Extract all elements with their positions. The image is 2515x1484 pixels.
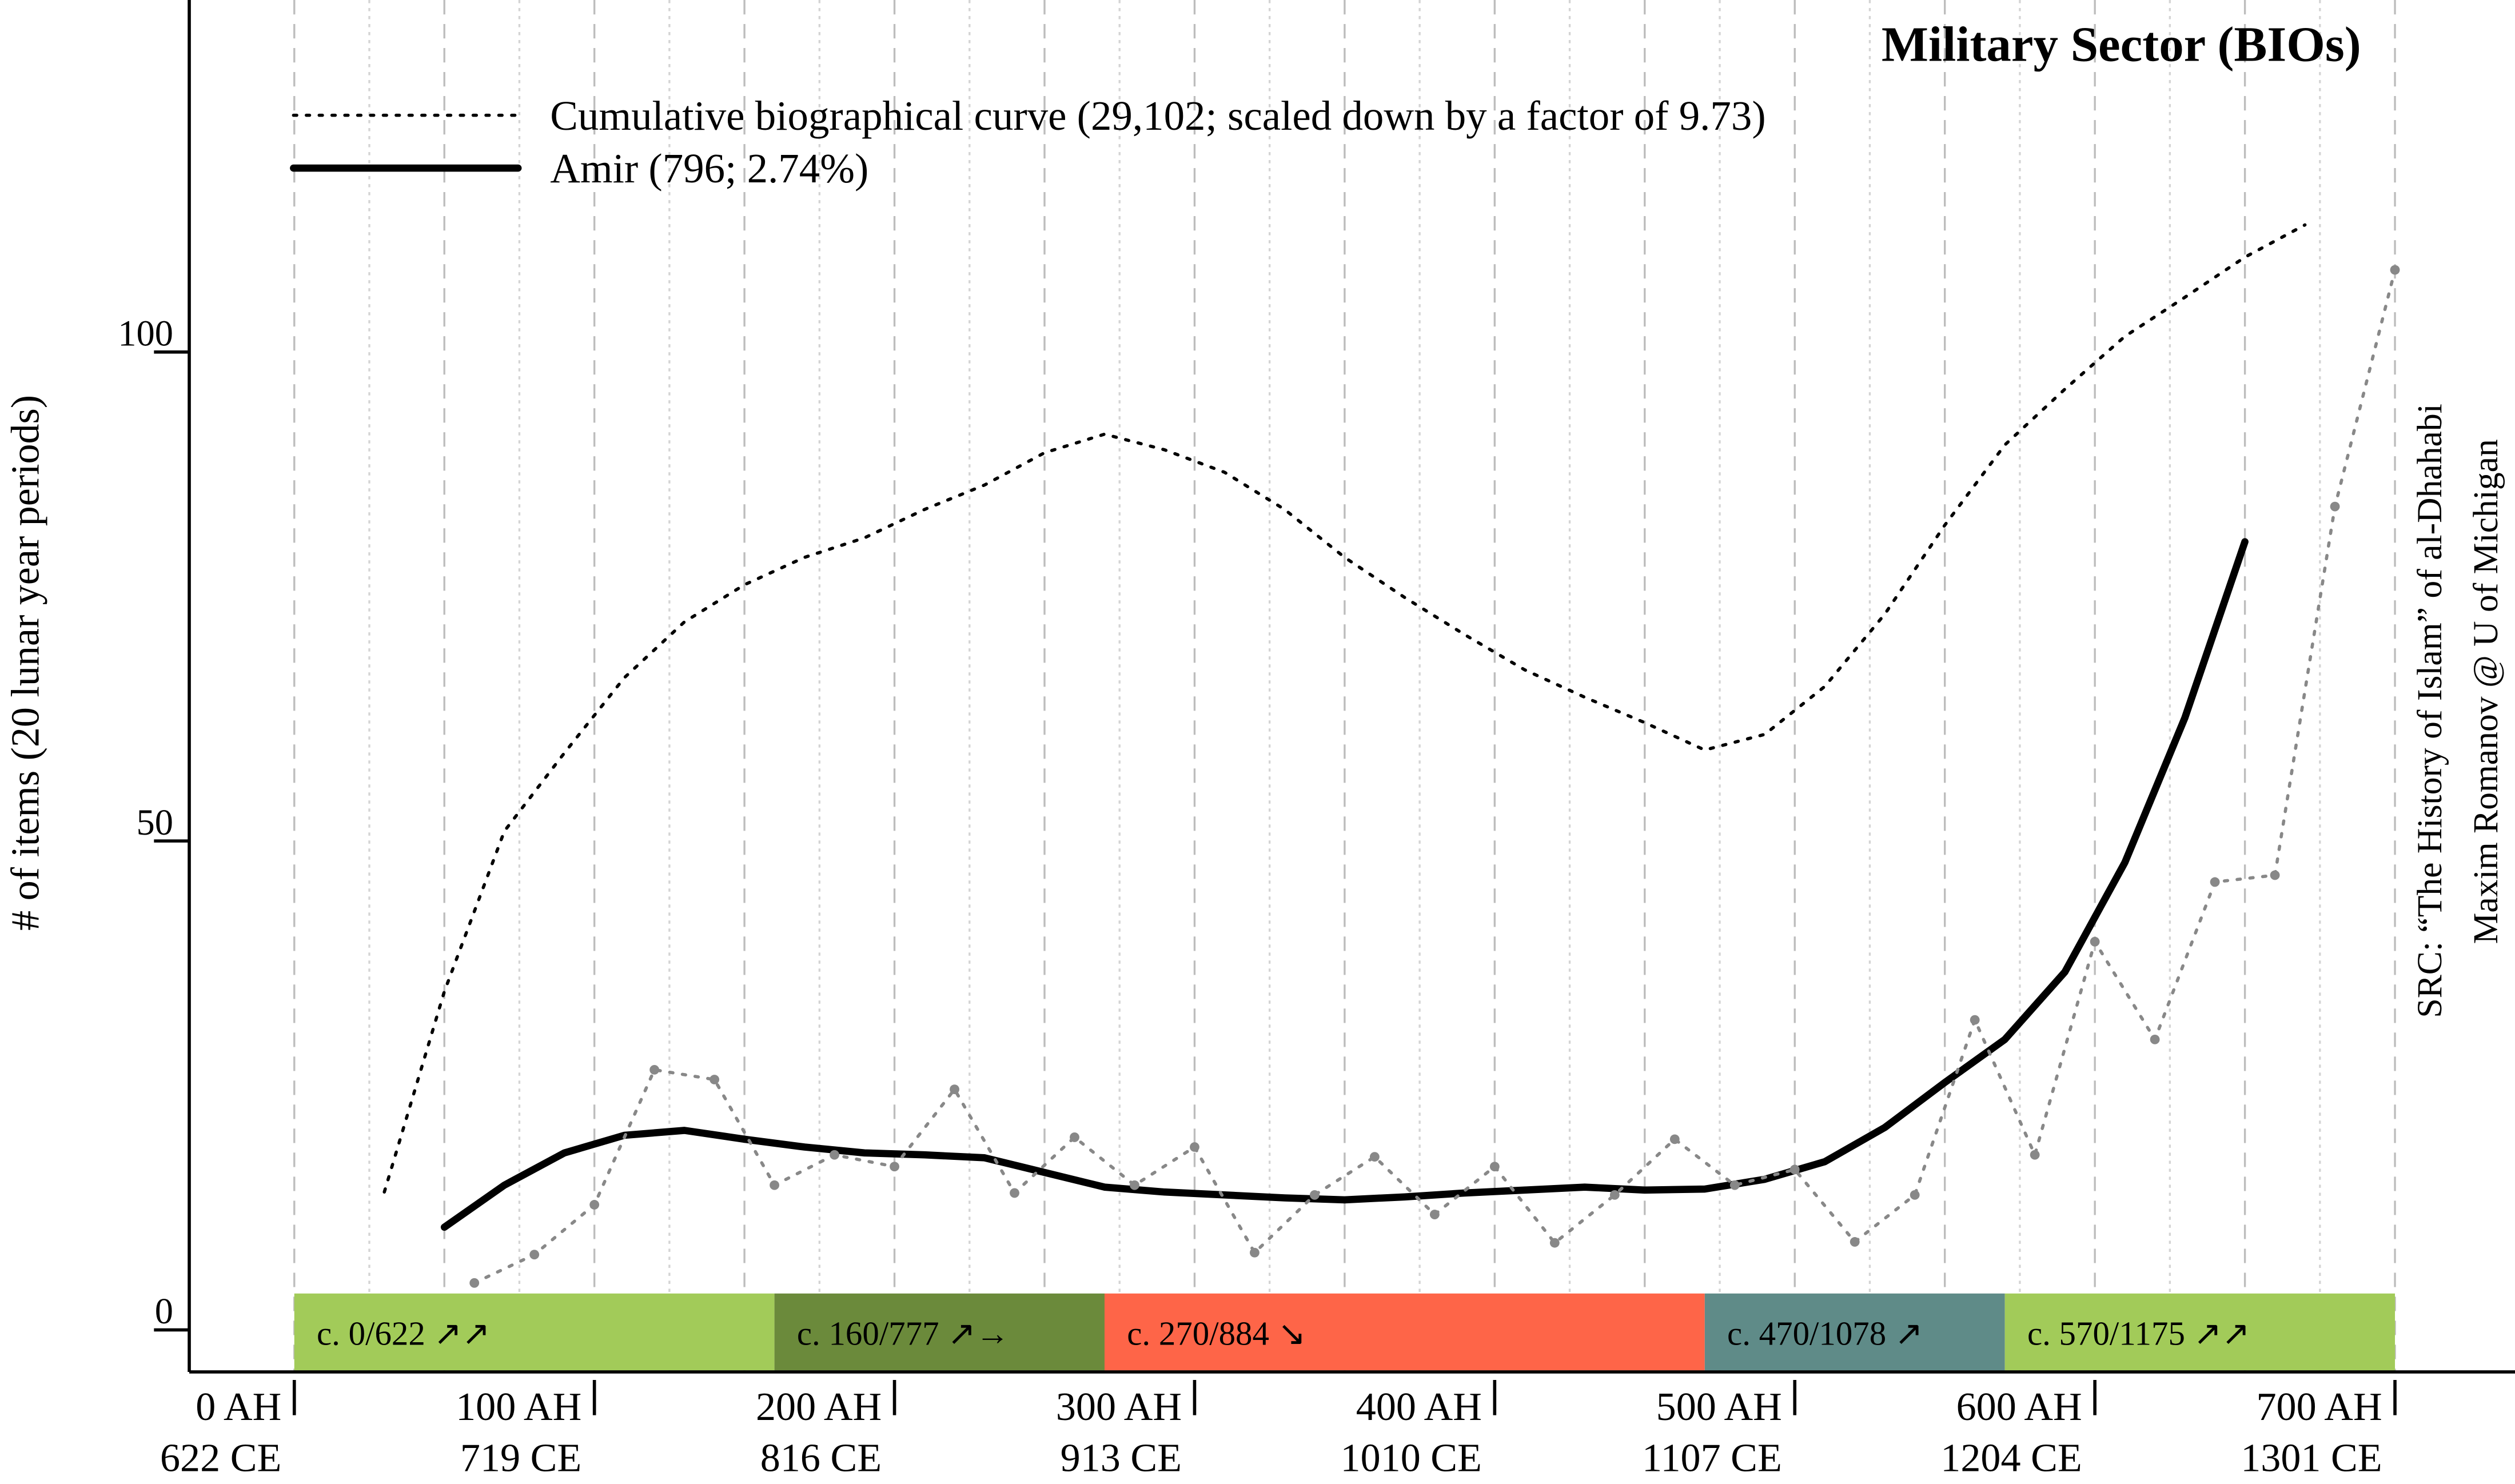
data-point	[1609, 1190, 1620, 1200]
data-point	[589, 1200, 600, 1210]
period-label: c. 0/622 ↗↗	[317, 1315, 490, 1352]
legend-label: Cumulative biographical curve (29,102; s…	[550, 93, 1765, 139]
x-tick-label: 500 AH	[1656, 1385, 1782, 1429]
x-tick-label-ce: 816 CE	[760, 1437, 882, 1481]
plot	[382, 223, 2400, 1288]
x-tick-label-ce: 719 CE	[460, 1437, 581, 1481]
y-tick-label: 0	[155, 1291, 173, 1331]
data-point	[1910, 1190, 1920, 1200]
data-point	[710, 1075, 720, 1084]
x-tick-label: 400 AH	[1356, 1385, 1482, 1429]
x-tick-label: 300 AH	[1056, 1385, 1182, 1429]
data-point	[1970, 1015, 1980, 1025]
data-point	[1429, 1210, 1440, 1219]
x-tick-label-ce: 1301 CE	[2241, 1437, 2382, 1481]
data-point	[950, 1084, 959, 1095]
period-band	[1704, 1293, 2005, 1371]
series-line	[440, 538, 2249, 1231]
period-band	[294, 1293, 775, 1371]
period-band	[774, 1293, 1105, 1371]
x-tick-label-ce: 1204 CE	[1940, 1437, 2082, 1481]
data-point	[830, 1150, 839, 1160]
data-point	[649, 1064, 660, 1075]
x-tick-label: 200 AH	[756, 1385, 882, 1429]
data-point	[1369, 1152, 1380, 1162]
x-tick-label-ce: 1010 CE	[1341, 1437, 1482, 1481]
axes: 0 50 100 0 AH 622 CE 100 AH 719 CE 200 AH 816 CE…	[118, 313, 2397, 1481]
data-point	[2330, 501, 2340, 512]
period-bands: c. 0/622 ↗↗ c. 160/777 ↗→ c. 270/884 ↘ c. 4…	[294, 1293, 2396, 1371]
x-tick-label-ce: 622 CE	[160, 1437, 281, 1481]
data-point	[1549, 1238, 1560, 1248]
period-label: c. 470/1078 ↗	[1727, 1315, 1923, 1352]
chart-title: Military Sector (BIOs)	[1882, 17, 2361, 71]
data-point	[2390, 265, 2400, 275]
x-tick-label: 700 AH	[2256, 1385, 2382, 1429]
period-label: c. 160/777 ↗→	[797, 1315, 1010, 1352]
y-tick-label: 100	[118, 313, 173, 354]
y-tick-label: 50	[136, 802, 173, 843]
data-point	[1789, 1164, 1800, 1175]
legend-label: Amir (796; 2.74%)	[550, 145, 868, 192]
source-text: SRC: “The History of Islam” of al-Dhahab…	[2410, 404, 2449, 1018]
x-tick-label-ce: 913 CE	[1061, 1437, 1182, 1481]
data-point	[2210, 877, 2220, 887]
data-point	[770, 1180, 780, 1190]
data-point	[1010, 1188, 1019, 1198]
data-point	[1309, 1190, 1320, 1200]
x-tick-label: 0 AH	[196, 1385, 281, 1429]
y-axis-title: # of items (20 lunar year periods)	[3, 395, 47, 931]
period-label: c. 570/1175 ↗↗	[2027, 1315, 2250, 1352]
data-point	[529, 1250, 540, 1260]
x-tick-label: 600 AH	[1956, 1385, 2082, 1429]
series-line	[382, 223, 2307, 1194]
data-point	[1669, 1134, 1680, 1144]
source-text: Maxim Romanov @ U of Michigan	[2466, 439, 2505, 944]
data-point	[1130, 1180, 1139, 1190]
data-point	[1729, 1180, 1740, 1190]
period-label: c. 270/884 ↘	[1127, 1315, 1306, 1352]
data-point	[2030, 1150, 2040, 1160]
x-tick-label: 100 AH	[456, 1385, 581, 1429]
data-point	[1070, 1132, 1079, 1142]
data-point	[469, 1278, 480, 1288]
legend: Cumulative biographical curve (29,102; s…	[290, 93, 1766, 192]
period-band	[2004, 1293, 2396, 1371]
data-point	[2090, 936, 2100, 947]
data-point	[1489, 1162, 1500, 1172]
data-point	[2150, 1034, 2160, 1044]
x-tick-label-ce: 1107 CE	[1642, 1437, 1782, 1481]
data-point	[890, 1162, 899, 1172]
data-point	[1250, 1247, 1260, 1258]
grid	[293, 0, 2396, 1372]
data-point	[1190, 1142, 1199, 1152]
data-point	[2270, 870, 2280, 880]
data-point	[1850, 1237, 1860, 1247]
period-band	[1104, 1293, 1705, 1371]
